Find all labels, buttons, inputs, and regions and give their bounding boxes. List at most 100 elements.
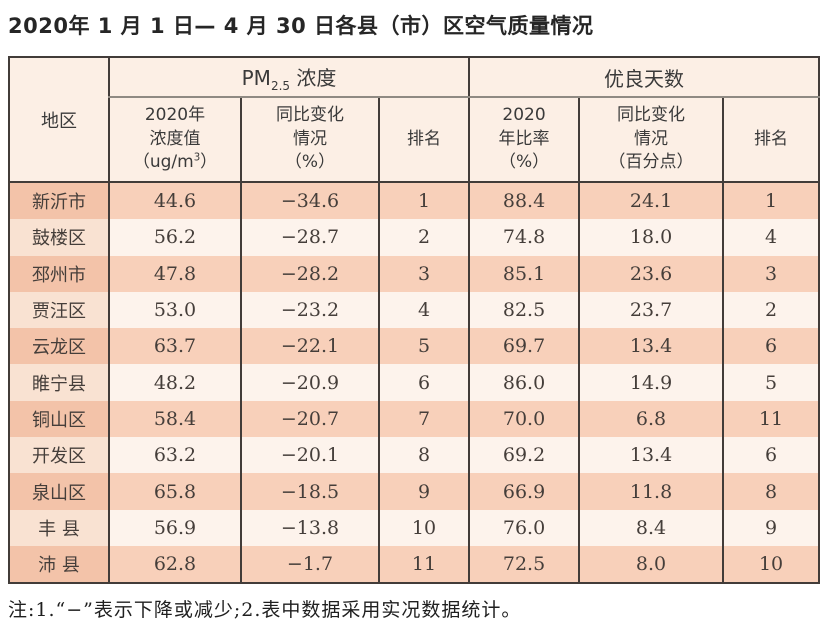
concentration-cell: 53.0 [108,291,241,329]
pm-label: PM [241,65,271,90]
region-cell: 丰 县 [8,509,109,546]
ratio-cell: 66.9 [468,473,580,510]
concentration-cell: 58.4 [108,400,241,438]
good-rank-cell: 6 [722,328,820,365]
pm-rank-cell: 7 [377,400,470,438]
good-change-cell: 8.4 [578,509,724,546]
table-row: 铜山区 58.4 −20.7 7 70.0 6.8 11 [8,400,820,438]
concentration-cell: 56.9 [108,509,241,546]
concentration-cell: 56.2 [108,219,241,256]
header-good-days-group: 优良天数 [468,57,820,98]
header-concentration-unit-sup: 3 [193,152,201,164]
good-rank-cell: 6 [722,437,820,474]
table-row: 睢宁县 48.2 −20.9 6 86.0 14.9 5 [8,364,820,401]
good-change-cell: 11.8 [578,473,724,510]
header-ratio-unit: （%） [498,152,550,173]
pm-change-cell: −28.2 [240,255,379,292]
good-change-cell: 14.9 [578,364,724,401]
header-ratio-line1: 2020 [502,104,546,125]
pm-rank-cell: 1 [377,182,470,220]
pm-rank-cell: 3 [377,255,470,292]
good-change-cell: 13.4 [578,328,724,365]
ratio-cell: 69.2 [468,437,580,474]
pm-rank-cell: 6 [377,364,470,401]
ratio-cell: 88.4 [468,182,580,220]
ratio-cell: 74.8 [468,219,580,256]
pm-rank-cell: 11 [377,545,470,584]
pm-change-cell: −1.7 [240,545,379,584]
good-change-cell: 8.0 [578,545,724,584]
header-concentration-unit-close: ） [200,152,218,173]
good-change-cell: 23.7 [578,291,724,329]
concentration-cell: 63.2 [108,437,241,474]
table-header: 地区 PM2.5 浓度 优良天数 2020年 浓度值 （ug/m3） 同比变化 … [8,57,820,183]
ratio-cell: 76.0 [468,509,580,546]
table-row: 鼓楼区 56.2 −28.7 2 74.8 18.0 4 [8,219,820,256]
good-rank-cell: 11 [722,400,820,438]
good-change-cell: 18.0 [578,219,724,256]
good-rank-cell: 8 [722,473,820,510]
header-good-change-line2: 情况 [634,128,669,149]
pm-rank-cell: 5 [377,328,470,365]
pm-change-cell: −20.9 [240,364,379,401]
pm-change-cell: −20.7 [240,400,379,438]
header-good-change: 同比变化 情况 （百分点） [578,97,724,183]
region-cell: 贾汪区 [8,291,109,329]
good-rank-cell: 4 [722,219,820,256]
table-row: 新沂市 44.6 −34.6 1 88.4 24.1 1 [8,182,820,220]
header-good-change-line1: 同比变化 [617,104,686,125]
header-pm-group: PM2.5 浓度 [107,57,470,98]
good-change-cell: 6.8 [578,400,724,438]
pm-rank-cell: 2 [377,219,470,256]
region-cell: 鼓楼区 [8,219,109,256]
header-ratio-line2: 年比率 [498,128,550,149]
region-cell: 开发区 [8,437,109,474]
header-concentration: 2020年 浓度值 （ug/m3） [108,97,241,183]
region-cell: 铜山区 [8,400,109,438]
pm-subscript: 2.5 [270,78,291,93]
header-pm-change: 同比变化 情况 （%） [240,97,379,183]
ratio-cell: 70.0 [468,400,580,438]
good-change-cell: 24.1 [578,182,724,220]
pm-rank-cell: 4 [377,291,470,329]
pm-label-suffix: 浓度 [290,65,337,90]
pm-change-cell: −34.6 [240,182,379,220]
good-rank-cell: 10 [722,545,820,584]
concentration-cell: 65.8 [108,473,241,510]
table-body: 新沂市 44.6 −34.6 1 88.4 24.1 1 鼓楼区 56.2 −28.7 2 74.8 1… [8,182,820,584]
ratio-cell: 82.5 [468,291,580,329]
pm-rank-cell: 8 [377,437,470,474]
good-rank-cell: 1 [722,182,820,220]
concentration-cell: 47.8 [108,255,241,292]
header-ratio: 2020 年比率 （%） [468,97,580,183]
concentration-cell: 63.7 [108,328,241,365]
pm-change-cell: −20.1 [240,437,379,474]
good-rank-cell: 5 [722,364,820,401]
table-row: 丰 县 56.9 −13.8 10 76.0 8.4 9 [8,509,820,546]
header-pm-change-line1: 同比变化 [276,104,344,125]
header-pm-change-unit: （%） [284,152,336,173]
ratio-cell: 85.1 [468,255,580,292]
page-title: 2020年 1 月 1 日— 4 月 30 日各县（市）区空气质量情况 [8,14,594,38]
footnote: 注:1.“−”表示下降或减少;2.表中数据采用实况数据统计。 [8,599,522,622]
header-concentration-line1: 2020年 [144,104,206,125]
good-rank-cell: 3 [722,255,820,292]
pm-change-cell: −22.1 [240,328,379,365]
table-row: 邳州市 47.8 −28.2 3 85.1 23.6 3 [8,255,820,292]
header-concentration-line2: 浓度值 [149,128,201,149]
ratio-cell: 69.7 [468,328,580,365]
table-row: 开发区 63.2 −20.1 8 69.2 13.4 6 [8,437,820,474]
ratio-cell: 72.5 [468,545,580,584]
pm-rank-cell: 10 [377,509,470,546]
header-region: 地区 [8,57,109,183]
good-change-cell: 23.6 [578,255,724,292]
region-cell: 云龙区 [8,328,109,365]
air-quality-table: 地区 PM2.5 浓度 优良天数 2020年 浓度值 （ug/m3） 同比变化 … [8,56,821,585]
region-cell: 泉山区 [8,473,109,510]
region-cell: 睢宁县 [8,364,109,401]
header-pm-rank: 排名 [377,97,470,183]
region-cell: 沛 县 [8,545,109,584]
pm-change-cell: −28.7 [240,219,379,256]
pm-change-cell: −23.2 [240,291,379,329]
concentration-cell: 62.8 [108,545,241,584]
